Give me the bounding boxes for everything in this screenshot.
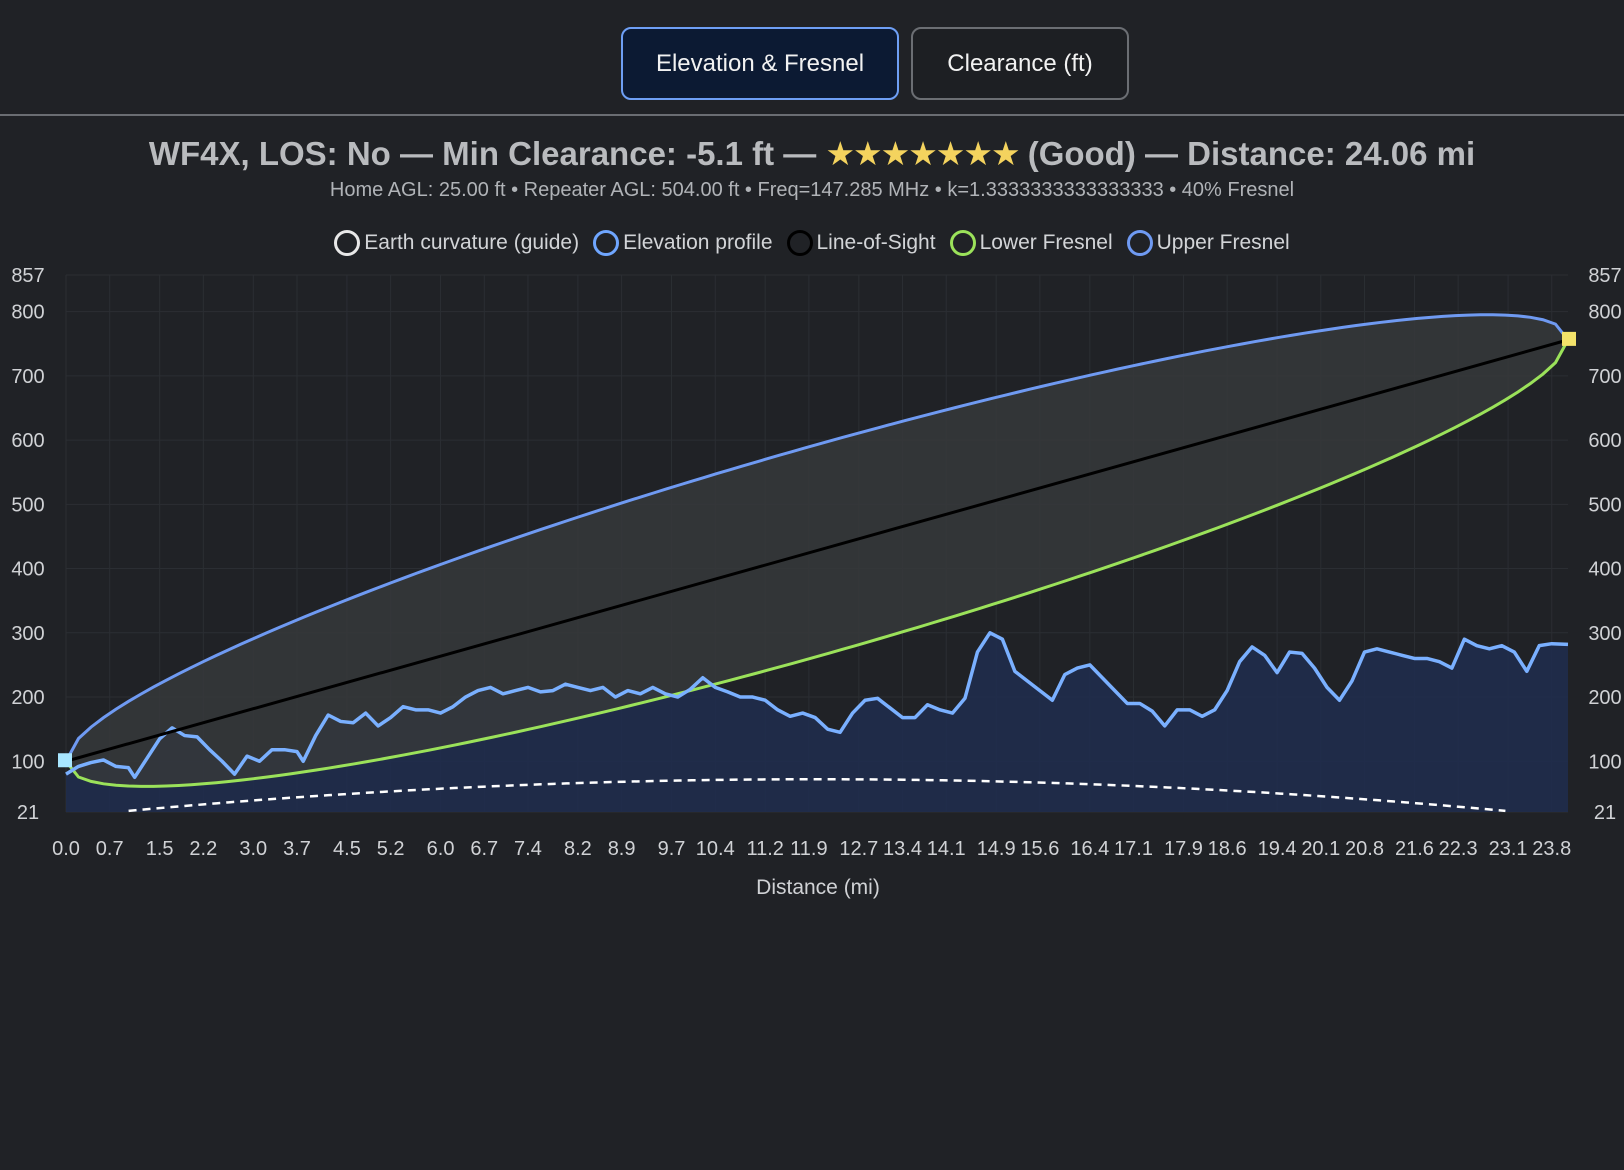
top-bar: Elevation & Fresnel Clearance (ft) bbox=[0, 0, 1624, 116]
legend-label: Lower Fresnel bbox=[979, 231, 1113, 254]
x-tick-label: 16.4 bbox=[1070, 838, 1109, 860]
x-tick-label: 2.2 bbox=[189, 838, 217, 860]
elevation-fill bbox=[66, 632, 1568, 812]
x-tick-label: 4.5 bbox=[333, 838, 361, 860]
x-tick-label: 9.7 bbox=[658, 838, 686, 860]
y-tick-label-right: 21 bbox=[1594, 802, 1616, 824]
legend-swatch-upper-fresnel bbox=[1126, 230, 1153, 256]
y-tick-label-right: 857 bbox=[1588, 265, 1621, 287]
legend-swatch-los bbox=[786, 230, 813, 256]
y-tick-label-left: 500 bbox=[11, 494, 44, 516]
x-tick-label: 6.0 bbox=[427, 838, 455, 860]
title-separator: — bbox=[400, 135, 433, 172]
tab-elevation-fresnel[interactable]: Elevation & Fresnel bbox=[621, 27, 899, 100]
y-tick-label-right: 300 bbox=[1588, 623, 1621, 645]
min-clearance: Min Clearance: -5.1 ft bbox=[442, 135, 775, 172]
y-tick-label-right: 600 bbox=[1588, 430, 1621, 452]
x-tick-label: 3.0 bbox=[239, 838, 267, 860]
legend-item-earth[interactable]: Earth curvature (guide) bbox=[334, 230, 579, 256]
legend-item-elevation[interactable]: Elevation profile bbox=[593, 230, 773, 256]
y-tick-label-left: 700 bbox=[11, 366, 44, 388]
legend-label: Elevation profile bbox=[623, 231, 773, 254]
x-axis-label: Distance (mi) bbox=[756, 876, 880, 899]
y-tick-label-left: 800 bbox=[11, 302, 44, 324]
legend-item-upper-fresnel[interactable]: Upper Fresnel bbox=[1126, 230, 1290, 256]
chart-subtitle: Home AGL: 25.00 ft • Repeater AGL: 504.0… bbox=[329, 179, 1295, 201]
legend-swatch-lower-fresnel bbox=[949, 230, 976, 256]
legend-item-lower-fresnel[interactable]: Lower Fresnel bbox=[949, 230, 1113, 256]
y-tick-label-left: 600 bbox=[11, 430, 44, 452]
x-tick-label: 20.1 bbox=[1301, 838, 1340, 860]
legend: Earth curvature (guide) Elevation profil… bbox=[0, 230, 1624, 256]
y-tick-label-left: 857 bbox=[11, 265, 44, 287]
los-status: LOS: No bbox=[258, 135, 391, 172]
x-tick-label: 0.0 bbox=[52, 838, 80, 860]
x-tick-label: 22.3 bbox=[1439, 838, 1478, 860]
y-tick-label-right: 700 bbox=[1588, 366, 1621, 388]
x-tick-label: 6.7 bbox=[470, 838, 498, 860]
x-tick-label: 19.4 bbox=[1258, 838, 1297, 860]
x-tick-label: 15.6 bbox=[1020, 838, 1059, 860]
rating-stars: ★★★★★★★ bbox=[825, 135, 1020, 172]
chart-title: WF4X, LOS: No — Min Clearance: -5.1 ft —… bbox=[0, 134, 1624, 173]
x-tick-label: 17.9 bbox=[1164, 838, 1203, 860]
y-tick-label-left: 200 bbox=[11, 687, 44, 709]
legend-swatch-elevation bbox=[593, 230, 620, 256]
legend-swatch-earth bbox=[334, 230, 361, 256]
legend-label: Earth curvature (guide) bbox=[364, 231, 580, 254]
x-tick-label: 13.4 bbox=[883, 838, 922, 860]
home-marker bbox=[58, 753, 72, 768]
x-tick-label: 20.8 bbox=[1345, 838, 1384, 860]
title-separator: — bbox=[783, 135, 817, 172]
x-tick-label: 21.6 bbox=[1395, 838, 1434, 860]
line-of-sight bbox=[65, 338, 1569, 763]
lower-fresnel-line bbox=[64, 339, 1570, 788]
x-tick-label: 23.1 bbox=[1489, 838, 1528, 860]
tab-clearance[interactable]: Clearance (ft) bbox=[911, 27, 1129, 100]
y-tick-label-right: 800 bbox=[1588, 302, 1621, 324]
legend-label: Upper Fresnel bbox=[1156, 231, 1290, 254]
y-tick-label-left: 100 bbox=[11, 751, 44, 773]
distance: Distance: 24.06 mi bbox=[1187, 135, 1476, 172]
earth-curvature-line bbox=[128, 777, 1506, 813]
y-tick-label-right: 100 bbox=[1588, 751, 1621, 773]
x-tick-label: 14.1 bbox=[927, 838, 966, 860]
elevation-line bbox=[65, 631, 1569, 780]
x-tick-label: 14.9 bbox=[977, 838, 1016, 860]
x-tick-label: 0.7 bbox=[96, 838, 124, 860]
title-separator: — bbox=[1145, 135, 1178, 172]
upper-fresnel-line bbox=[64, 313, 1570, 762]
repeater-marker bbox=[1562, 331, 1576, 346]
legend-item-los[interactable]: Line-of-Sight bbox=[786, 230, 936, 256]
x-tick-label: 10.4 bbox=[696, 838, 735, 860]
x-tick-label: 11.9 bbox=[790, 838, 827, 860]
y-tick-label-right: 400 bbox=[1588, 559, 1621, 581]
y-tick-label-left: 300 bbox=[11, 623, 44, 645]
callsign: WF4X, bbox=[148, 135, 250, 172]
y-tick-label-right: 500 bbox=[1588, 494, 1621, 516]
x-tick-label: 8.2 bbox=[564, 838, 592, 860]
x-tick-label: 5.2 bbox=[377, 838, 405, 860]
y-tick-label-right: 200 bbox=[1588, 687, 1621, 709]
x-tick-label: 12.7 bbox=[839, 838, 878, 860]
x-tick-label: 7.4 bbox=[514, 838, 542, 860]
x-tick-label: 3.7 bbox=[283, 838, 311, 860]
x-tick-label: 11.2 bbox=[746, 838, 783, 860]
x-tick-label: 18.6 bbox=[1208, 838, 1247, 860]
x-tick-label: 8.9 bbox=[608, 838, 636, 860]
x-tick-label: 23.8 bbox=[1532, 838, 1571, 860]
rating-label: (Good) bbox=[1027, 135, 1136, 172]
y-tick-label-left: 21 bbox=[17, 802, 39, 824]
legend-label: Line-of-Sight bbox=[816, 231, 936, 254]
x-tick-label: 17.1 bbox=[1114, 838, 1153, 860]
elevation-chart: 857 857 800 800 700 700 600 600 500 500 400 400 300 3… bbox=[11, 265, 1621, 860]
y-tick-label-left: 400 bbox=[11, 559, 44, 581]
x-tick-label: 1.5 bbox=[146, 838, 174, 860]
